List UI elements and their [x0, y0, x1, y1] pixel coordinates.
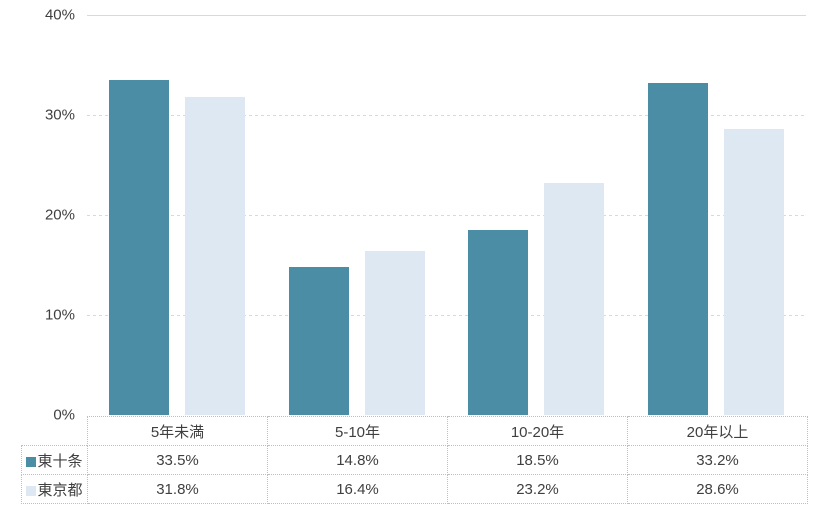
gridline-40	[87, 15, 806, 16]
table-row-東京都: 東京都 31.8% 16.4% 23.2% 28.6%	[21, 474, 808, 504]
y-axis-tick-label: 30%	[44, 106, 75, 124]
series-name-label: 東十条	[37, 452, 83, 470]
gridline-10	[87, 315, 806, 316]
table-row-東十条: 東十条 33.5% 14.8% 18.5% 33.2%	[21, 445, 808, 475]
bar-東京都-5年未満	[184, 97, 245, 415]
gridline-30	[87, 115, 806, 116]
gridline-20	[87, 215, 806, 216]
legend-swatch-icon	[26, 485, 37, 496]
value-cell: 28.6%	[627, 474, 808, 504]
value-cell: 23.2%	[447, 474, 628, 504]
legend-cell-東京都: 東京都	[21, 474, 88, 504]
value-cell: 14.8%	[267, 445, 448, 475]
category-header-cell: 10-20年	[447, 416, 628, 446]
legend-cell-東十条: 東十条	[21, 445, 88, 475]
y-axis-tick-label: 40%	[44, 6, 75, 24]
value-cell: 31.8%	[87, 474, 268, 504]
series-name-label: 東京都	[37, 481, 83, 499]
category-header-cell: 5-10年	[267, 416, 448, 446]
bar-東京都-10-20年	[544, 183, 605, 415]
table-header-row: 5年未満 5-10年 10-20年 20年以上	[22, 416, 808, 446]
y-axis-tick-label: 0%	[53, 406, 75, 424]
bar-東京都-5-10年	[364, 251, 425, 415]
table-header-spacer	[22, 417, 88, 446]
bar-東十条-10-20年	[468, 230, 529, 415]
bar-東十条-20年以上	[648, 83, 709, 415]
bar-東十条-5年未満	[108, 80, 169, 415]
category-header-cell: 20年以上	[627, 416, 808, 446]
value-cell: 33.5%	[87, 445, 268, 475]
value-cell: 33.2%	[627, 445, 808, 475]
bar-東京都-20年以上	[724, 129, 785, 415]
data-table: 5年未満 5-10年 10-20年 20年以上 東十条 33.5% 14.8% 18.5% 33…	[21, 416, 808, 504]
legend-swatch-icon	[26, 456, 37, 467]
y-axis-tick-label: 20%	[44, 206, 75, 224]
value-cell: 16.4%	[267, 474, 448, 504]
bar-東十条-5-10年	[288, 267, 349, 415]
y-axis-tick-label: 10%	[44, 306, 75, 324]
value-cell: 18.5%	[447, 445, 628, 475]
category-header-cell: 5年未満	[87, 416, 268, 446]
